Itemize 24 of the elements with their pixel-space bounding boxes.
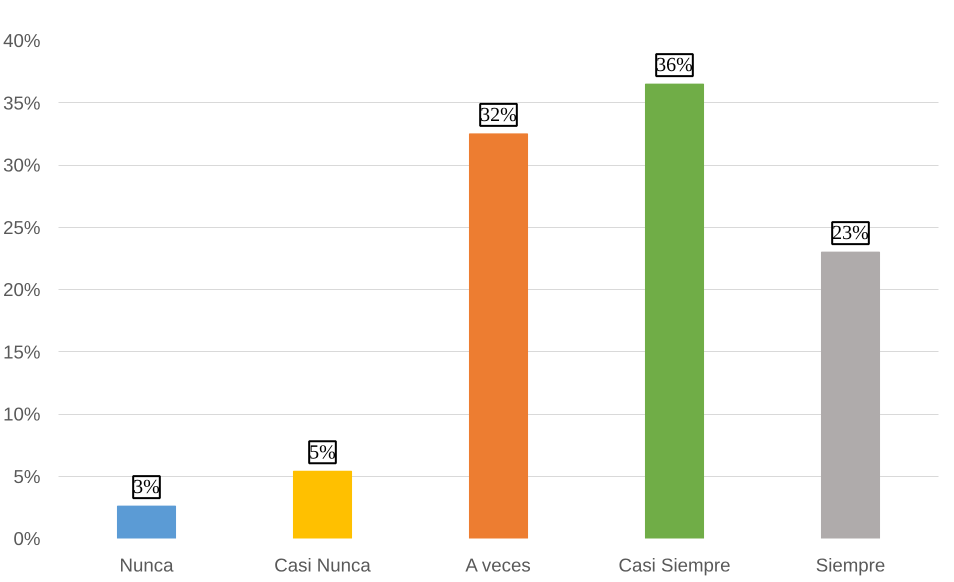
y-tick-label: 35% <box>3 92 41 114</box>
x-tick-label: Siempre <box>816 554 886 576</box>
bar <box>468 133 528 538</box>
y-tick-label: 0% <box>14 528 41 549</box>
y-tick-label: 10% <box>3 404 41 424</box>
data-label: 3% <box>133 476 160 498</box>
bar <box>292 470 352 538</box>
bar <box>116 506 176 538</box>
y-tick-label: 5% <box>14 466 41 487</box>
data-label: 36% <box>656 54 693 76</box>
data-label: 23% <box>832 222 869 244</box>
data-label: 5% <box>309 441 336 464</box>
bar <box>820 252 880 538</box>
y-tick-label: 15% <box>3 341 41 362</box>
x-tick-label: Nunca <box>120 554 174 576</box>
y-tick-label: 40% <box>3 30 41 51</box>
x-tick-label: A veces <box>465 554 531 576</box>
y-tick-label: 30% <box>3 154 41 176</box>
x-tick-label: Casi Siempre <box>618 554 730 576</box>
x-tick-label: Casi Nunca <box>274 554 372 576</box>
y-tick-label: 25% <box>3 216 41 238</box>
data-label: 32% <box>480 104 517 126</box>
bar <box>644 84 704 538</box>
y-tick-label: 20% <box>3 279 41 300</box>
